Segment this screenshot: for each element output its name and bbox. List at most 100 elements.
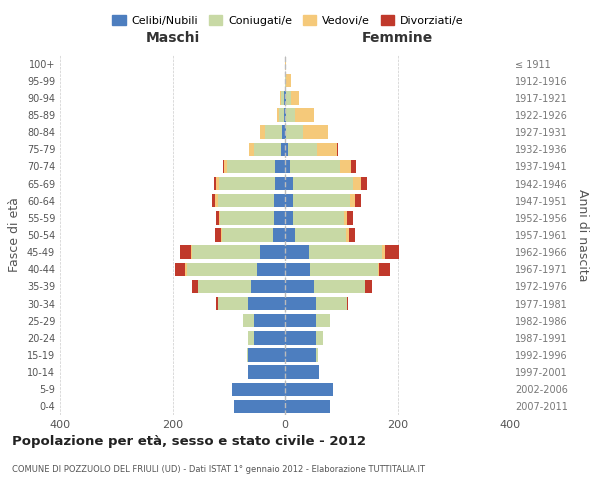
Bar [260,246,285,259]
Bar [192,246,260,259]
Text: COMUNE DI POZZUOLO DEL FRIULI (UD) - Dati ISTAT 1° gennaio 2012 - Elaborazione T: COMUNE DI POZZUOLO DEL FRIULI (UD) - Dat… [12,465,425,474]
Bar [347,297,348,310]
Bar [284,108,285,122]
Bar [284,91,285,104]
Bar [217,297,218,310]
Bar [365,280,371,293]
Bar [248,348,285,362]
Bar [285,348,316,362]
Bar [347,211,353,224]
Text: Popolazione per età, sesso e stato civile - 2012: Popolazione per età, sesso e stato civil… [12,435,366,448]
Bar [286,74,290,88]
Bar [285,246,308,259]
Bar [215,228,221,241]
Bar [218,177,275,190]
Bar [227,160,275,173]
Bar [219,211,220,224]
Bar [274,211,285,224]
Bar [215,194,218,207]
Bar [285,91,286,104]
Bar [247,348,248,362]
Bar [293,194,350,207]
Bar [248,297,285,310]
Bar [280,91,281,104]
Bar [198,280,251,293]
Bar [349,228,355,241]
Bar [218,194,274,207]
Bar [285,194,293,207]
Bar [254,331,285,344]
Bar [382,246,385,259]
Bar [216,177,218,190]
Bar [308,246,382,259]
Bar [355,194,361,207]
Bar [293,211,344,224]
Bar [290,91,299,104]
Bar [316,331,323,344]
Bar [286,126,303,139]
Bar [361,177,367,190]
Bar [286,91,290,104]
Bar [281,91,284,104]
Bar [352,160,356,173]
Bar [285,211,293,224]
Bar [346,228,349,241]
Bar [285,74,286,88]
Bar [220,211,274,224]
Bar [223,160,224,173]
Bar [187,262,257,276]
Bar [285,280,314,293]
Bar [295,108,314,122]
Bar [185,262,187,276]
Bar [192,280,198,293]
Bar [303,126,328,139]
Bar [314,280,365,293]
Text: Femmine: Femmine [362,30,433,44]
Bar [280,108,284,122]
Bar [350,194,355,207]
Bar [222,228,272,241]
Bar [285,382,333,396]
Bar [286,108,295,122]
Bar [378,262,379,276]
Bar [385,246,398,259]
Bar [285,366,319,379]
Bar [310,262,378,276]
Bar [257,262,285,276]
Bar [293,177,353,190]
Bar [274,194,285,207]
Bar [285,228,295,241]
Bar [353,177,361,190]
Bar [180,246,191,259]
Text: Maschi: Maschi [145,30,200,44]
Bar [254,314,285,328]
Bar [290,160,340,173]
Legend: Celibi/Nubili, Coniugati/e, Vedovi/e, Divorziati/e: Celibi/Nubili, Coniugati/e, Vedovi/e, Di… [108,10,468,30]
Bar [282,126,285,139]
Bar [285,331,316,344]
Y-axis label: Fasce di età: Fasce di età [8,198,21,272]
Bar [221,228,222,241]
Bar [224,160,227,173]
Bar [218,297,248,310]
Bar [316,314,330,328]
Bar [175,262,185,276]
Bar [316,348,317,362]
Bar [275,177,285,190]
Bar [251,280,285,293]
Bar [254,142,281,156]
Bar [235,400,285,413]
Bar [340,160,352,173]
Bar [285,57,286,70]
Bar [285,177,293,190]
Bar [212,194,215,207]
Bar [214,177,216,190]
Bar [249,142,254,156]
Bar [285,108,286,122]
Bar [232,382,285,396]
Bar [248,366,285,379]
Bar [275,160,285,173]
Bar [285,297,316,310]
Bar [272,228,285,241]
Bar [265,126,282,139]
